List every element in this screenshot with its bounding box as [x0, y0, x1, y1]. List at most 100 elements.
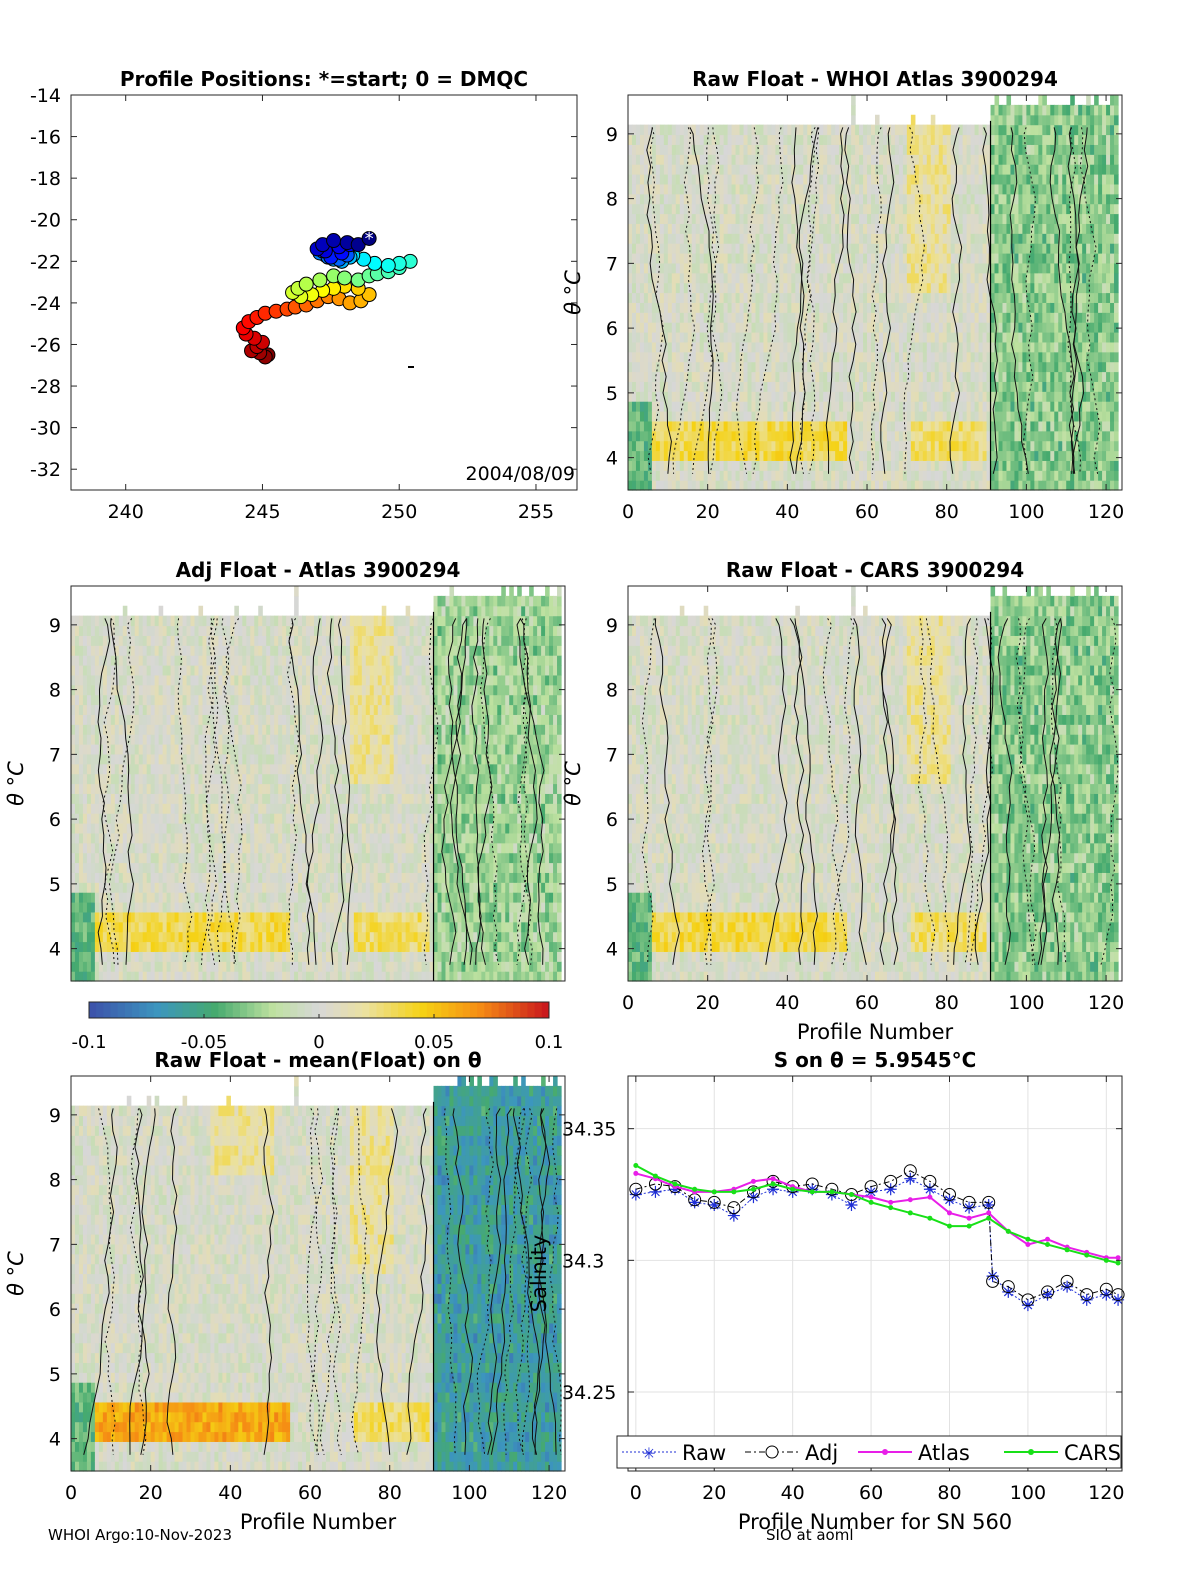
heat-cell	[871, 470, 876, 481]
heat-cell	[1054, 272, 1059, 284]
heat-cell	[1094, 223, 1099, 234]
heat-cell	[667, 144, 673, 155]
heat-cell	[783, 430, 788, 442]
heat-cell	[679, 302, 685, 313]
heat-cell	[791, 174, 796, 185]
heat-cell	[1042, 95, 1047, 106]
heat-cell	[819, 420, 824, 432]
heat-cell	[970, 460, 976, 471]
heat-cell	[71, 803, 76, 814]
heat-cell	[859, 154, 864, 165]
heat-cell	[819, 272, 824, 284]
heat-cell	[671, 470, 677, 481]
heat-cell	[74, 842, 80, 854]
heat-cell	[966, 213, 972, 224]
heat-cell	[78, 823, 84, 834]
heat-cell	[628, 223, 633, 234]
heat-cell	[628, 401, 633, 412]
heat-cell	[966, 312, 972, 323]
heat-cell	[930, 114, 936, 126]
heat-cell	[1066, 302, 1071, 313]
heat-cell	[82, 842, 88, 854]
heat-cell	[1026, 243, 1031, 254]
heat-cell	[974, 391, 980, 402]
heat-cell	[1058, 164, 1063, 175]
heat-cell	[719, 341, 725, 353]
heat-cell	[1082, 312, 1087, 323]
heat-cell	[930, 351, 936, 363]
heat-cell	[835, 223, 840, 234]
heat-cell	[671, 292, 677, 303]
heat-cell	[1094, 322, 1099, 333]
heat-cell	[1058, 104, 1063, 116]
heat-cell	[902, 243, 908, 254]
heat-cell	[978, 183, 984, 195]
heat-cell	[946, 213, 952, 224]
heat-cell	[679, 174, 685, 185]
heat-cell	[930, 262, 936, 274]
heat-cell	[699, 332, 705, 343]
heat-cell	[71, 763, 76, 775]
heat-cell	[771, 371, 777, 382]
heat-cell	[1102, 401, 1107, 412]
heat-cell	[922, 213, 928, 224]
heat-cell	[1058, 262, 1063, 274]
heat-cell	[1086, 332, 1091, 343]
heat-cell	[82, 862, 88, 873]
heat-cell	[1002, 450, 1008, 461]
heat-cell	[863, 361, 868, 373]
heat-cell	[1086, 420, 1091, 432]
y-tick-label: 5	[606, 383, 618, 405]
heat-cell	[735, 480, 741, 491]
heat-cell	[851, 411, 856, 422]
heat-cell	[1074, 470, 1079, 481]
heat-cell	[1034, 411, 1039, 422]
heat-cell	[1026, 203, 1031, 215]
heat-cell	[695, 361, 701, 373]
heat-cell	[950, 164, 956, 175]
heat-cell	[759, 332, 765, 343]
heat-cell	[990, 183, 996, 195]
heat-cell	[871, 193, 876, 205]
heat-cell	[898, 183, 904, 195]
heat-cell	[628, 391, 633, 402]
heat-cell	[867, 282, 872, 294]
heat-cell	[755, 213, 761, 224]
heat-cell	[918, 154, 924, 165]
heat-cell	[958, 213, 964, 224]
heat-cell	[71, 625, 76, 636]
heat-cell	[946, 312, 952, 323]
heat-cell	[695, 124, 701, 136]
heat-cell	[1062, 183, 1067, 195]
heat-cell	[1066, 233, 1071, 244]
heat-cell	[906, 332, 912, 343]
heat-cell	[751, 450, 757, 461]
heat-cell	[910, 223, 916, 234]
heat-cell	[934, 174, 940, 185]
heat-cell	[855, 134, 860, 145]
heat-cell	[1022, 272, 1027, 284]
heat-cell	[1066, 361, 1071, 373]
heat-cell	[667, 480, 673, 491]
heat-cell	[835, 440, 840, 452]
heat-cell	[775, 213, 780, 224]
heat-cell	[635, 440, 641, 452]
heat-cell	[843, 450, 848, 461]
heat-cell	[631, 183, 637, 195]
heat-cell	[1050, 213, 1055, 224]
heat-cell	[679, 124, 685, 136]
heat-cell	[1102, 361, 1107, 373]
heat-cell	[1066, 312, 1071, 323]
heat-cell	[695, 134, 701, 145]
heat-cell	[631, 420, 637, 432]
heat-cell	[962, 401, 968, 412]
heat-cell	[894, 272, 900, 284]
heat-cell	[1022, 480, 1027, 491]
heat-cell	[970, 341, 976, 353]
heat-cell	[683, 164, 689, 175]
heat-cell	[751, 341, 757, 353]
heat-cell	[719, 480, 725, 491]
heat-cell	[747, 193, 753, 205]
heat-cell	[815, 174, 820, 185]
heat-cell	[655, 460, 661, 471]
